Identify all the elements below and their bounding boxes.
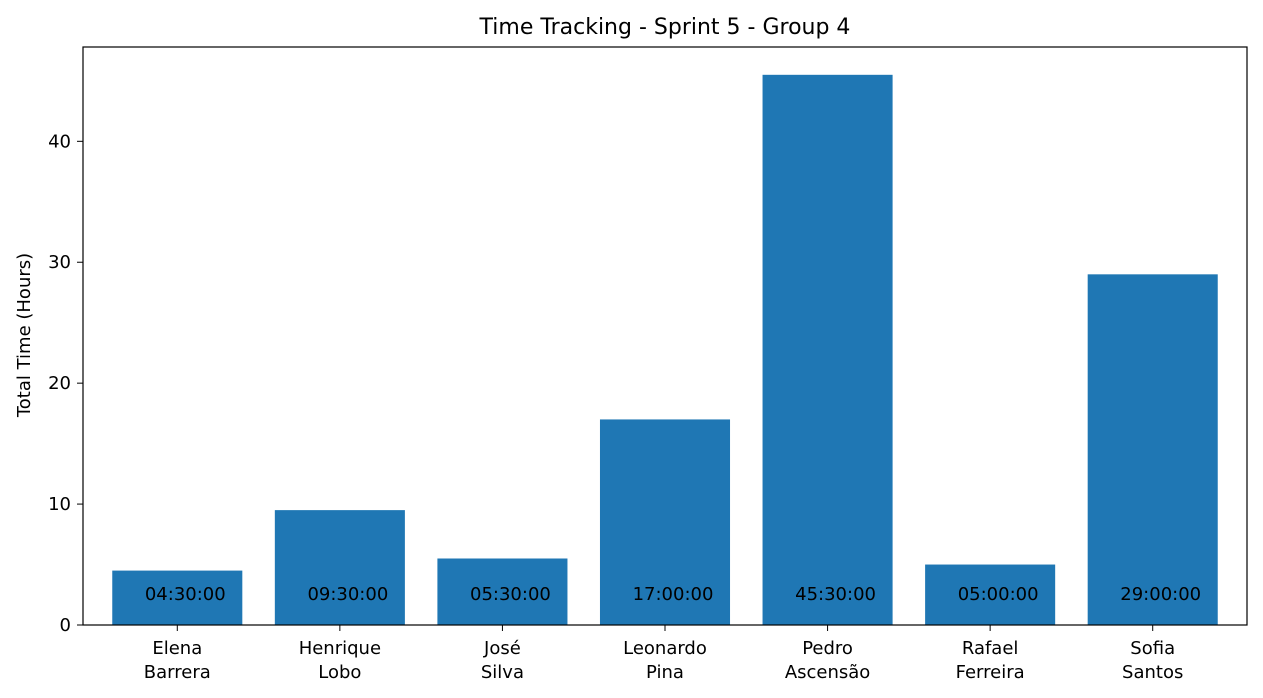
bars-group (112, 74, 1218, 626)
x-tick-label-line: Pedro (802, 638, 853, 659)
x-tick-label-line: Leonardo (623, 638, 707, 659)
x-tick-label-line: Sofia (1130, 638, 1175, 659)
bar-0 (112, 570, 243, 625)
y-tick-label-0: 0 (60, 615, 71, 636)
x-tick-label-line: Santos (1122, 662, 1183, 683)
x-tick-label-4: Pedro Ascensão (785, 638, 871, 683)
bar-5 (925, 564, 1056, 625)
bar-6 (1087, 274, 1218, 625)
y-tick-label-4: 40 (48, 131, 71, 152)
x-tick-label-line: Ferreira (956, 662, 1025, 683)
x-tick-label-5: Rafael Ferreira (956, 638, 1025, 683)
bar-data-label-4: 45:30:00 (795, 584, 876, 605)
x-tick-label-line: Ascensão (785, 662, 871, 683)
x-tick-label-line: Pina (646, 662, 684, 683)
x-tick-label-line: Henrique (299, 638, 381, 659)
bar-1 (274, 510, 405, 625)
y-tick-label-2: 20 (48, 373, 71, 394)
x-tick-label-line: Barrera (144, 662, 211, 683)
bar-data-label-5: 05:00:00 (958, 584, 1039, 605)
data-labels-group: 04:30:00 09:30:00 05:30:00 17:00:00 45:30:00… (145, 584, 1201, 605)
bar-data-label-3: 17:00:00 (633, 584, 714, 605)
x-tick-label-1: Henrique Lobo (299, 638, 381, 683)
bar-data-label-1: 09:30:00 (307, 584, 388, 605)
x-tick-label-3: Leonardo Pina (623, 638, 707, 683)
bar-3 (599, 419, 731, 625)
bar-data-label-2: 05:30:00 (470, 584, 551, 605)
x-tick-label-0: Elena Barrera (144, 638, 211, 683)
x-axis-ticks: Elena Barrera Henrique Lobo José Silva Leonard… (144, 625, 1183, 683)
x-tick-label-line: Silva (481, 662, 524, 683)
x-tick-label-line: Rafael (962, 638, 1019, 659)
x-tick-label-2: José Silva (481, 638, 524, 683)
x-tick-label-line: José (483, 638, 521, 659)
chart-title: Time Tracking - Sprint 5 - Group 4 (479, 15, 851, 40)
y-axis-ticks: 0 10 20 30 40 (48, 131, 83, 636)
bar-data-label-6: 29:00:00 (1120, 584, 1201, 605)
plot-frame (82, 46, 1248, 626)
bar-4 (762, 74, 893, 626)
bar-2 (437, 558, 568, 625)
x-tick-label-line: Elena (152, 638, 202, 659)
y-axis-label: Total Time (Hours) (14, 253, 35, 418)
x-tick-label-line: Lobo (318, 662, 361, 683)
x-tick-label-6: Sofia Santos (1122, 638, 1183, 683)
y-tick-label-1: 10 (48, 494, 71, 515)
bar-data-label-0: 04:30:00 (145, 584, 226, 605)
y-tick-label-3: 30 (48, 252, 71, 273)
